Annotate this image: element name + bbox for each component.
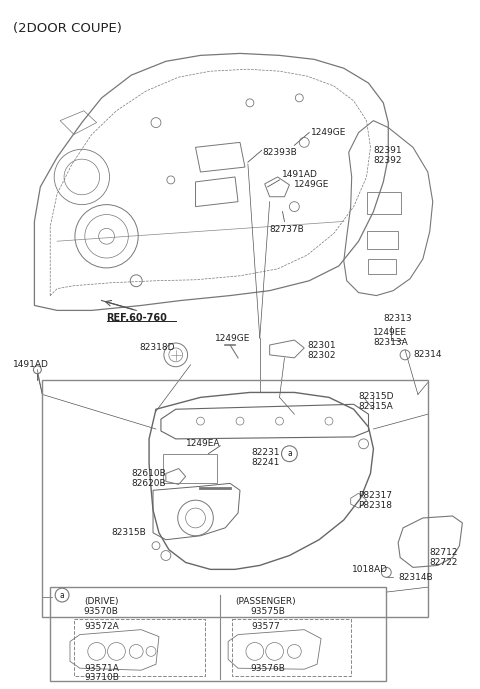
Text: 82722: 82722 — [430, 558, 458, 567]
Text: 1491AD: 1491AD — [12, 360, 48, 369]
Text: 1018AD: 1018AD — [352, 565, 388, 574]
Text: 82315A: 82315A — [359, 402, 394, 411]
Text: 82231: 82231 — [252, 449, 280, 457]
Text: 82241: 82241 — [252, 458, 280, 467]
Text: 93710B: 93710B — [85, 672, 120, 681]
Text: 82610B: 82610B — [131, 469, 166, 478]
Text: 82302: 82302 — [307, 351, 336, 360]
Text: 82301: 82301 — [307, 342, 336, 351]
Text: 82393B: 82393B — [263, 147, 298, 157]
Bar — [74, 619, 205, 676]
Text: 93575B: 93575B — [250, 608, 285, 617]
Text: 93576B: 93576B — [250, 664, 285, 672]
Text: 82318D: 82318D — [139, 343, 175, 353]
Text: P82318: P82318 — [359, 501, 393, 510]
Text: (2DOOR COUPE): (2DOOR COUPE) — [12, 22, 121, 34]
Bar — [367, 232, 398, 249]
Text: 93570B: 93570B — [84, 608, 119, 617]
Circle shape — [55, 588, 69, 602]
Text: 82314: 82314 — [413, 351, 442, 360]
Text: 1249GE: 1249GE — [294, 181, 330, 189]
Text: 1491AD: 1491AD — [281, 170, 317, 180]
Text: 82620B: 82620B — [131, 479, 166, 488]
Text: 93577: 93577 — [252, 622, 281, 631]
Text: 82313: 82313 — [384, 313, 412, 323]
Bar — [369, 259, 396, 274]
Bar — [42, 380, 428, 617]
Text: 1249GE: 1249GE — [216, 333, 251, 342]
Text: 82392: 82392 — [373, 156, 402, 165]
Text: 82712: 82712 — [430, 548, 458, 557]
Text: (DRIVE): (DRIVE) — [84, 597, 119, 606]
Text: 82737B: 82737B — [270, 225, 304, 234]
Text: 82315B: 82315B — [111, 528, 146, 537]
Text: 82313A: 82313A — [373, 338, 408, 347]
Text: 1249EE: 1249EE — [373, 328, 408, 337]
Bar — [50, 587, 386, 681]
Text: 93571A: 93571A — [85, 664, 120, 672]
Text: P82317: P82317 — [359, 491, 393, 500]
Text: 82314B: 82314B — [398, 573, 433, 582]
Bar — [367, 192, 401, 214]
Text: a: a — [287, 449, 292, 458]
Text: REF.60-760: REF.60-760 — [107, 313, 168, 323]
Text: 82391: 82391 — [373, 146, 402, 155]
Text: 82315D: 82315D — [359, 392, 394, 401]
Text: 1249GE: 1249GE — [311, 128, 347, 137]
Bar — [163, 454, 217, 484]
Text: 93572A: 93572A — [85, 622, 120, 631]
Text: 1249EA: 1249EA — [186, 440, 220, 449]
Bar — [232, 619, 351, 676]
Text: a: a — [60, 590, 64, 599]
Text: (PASSENGER): (PASSENGER) — [235, 597, 296, 606]
